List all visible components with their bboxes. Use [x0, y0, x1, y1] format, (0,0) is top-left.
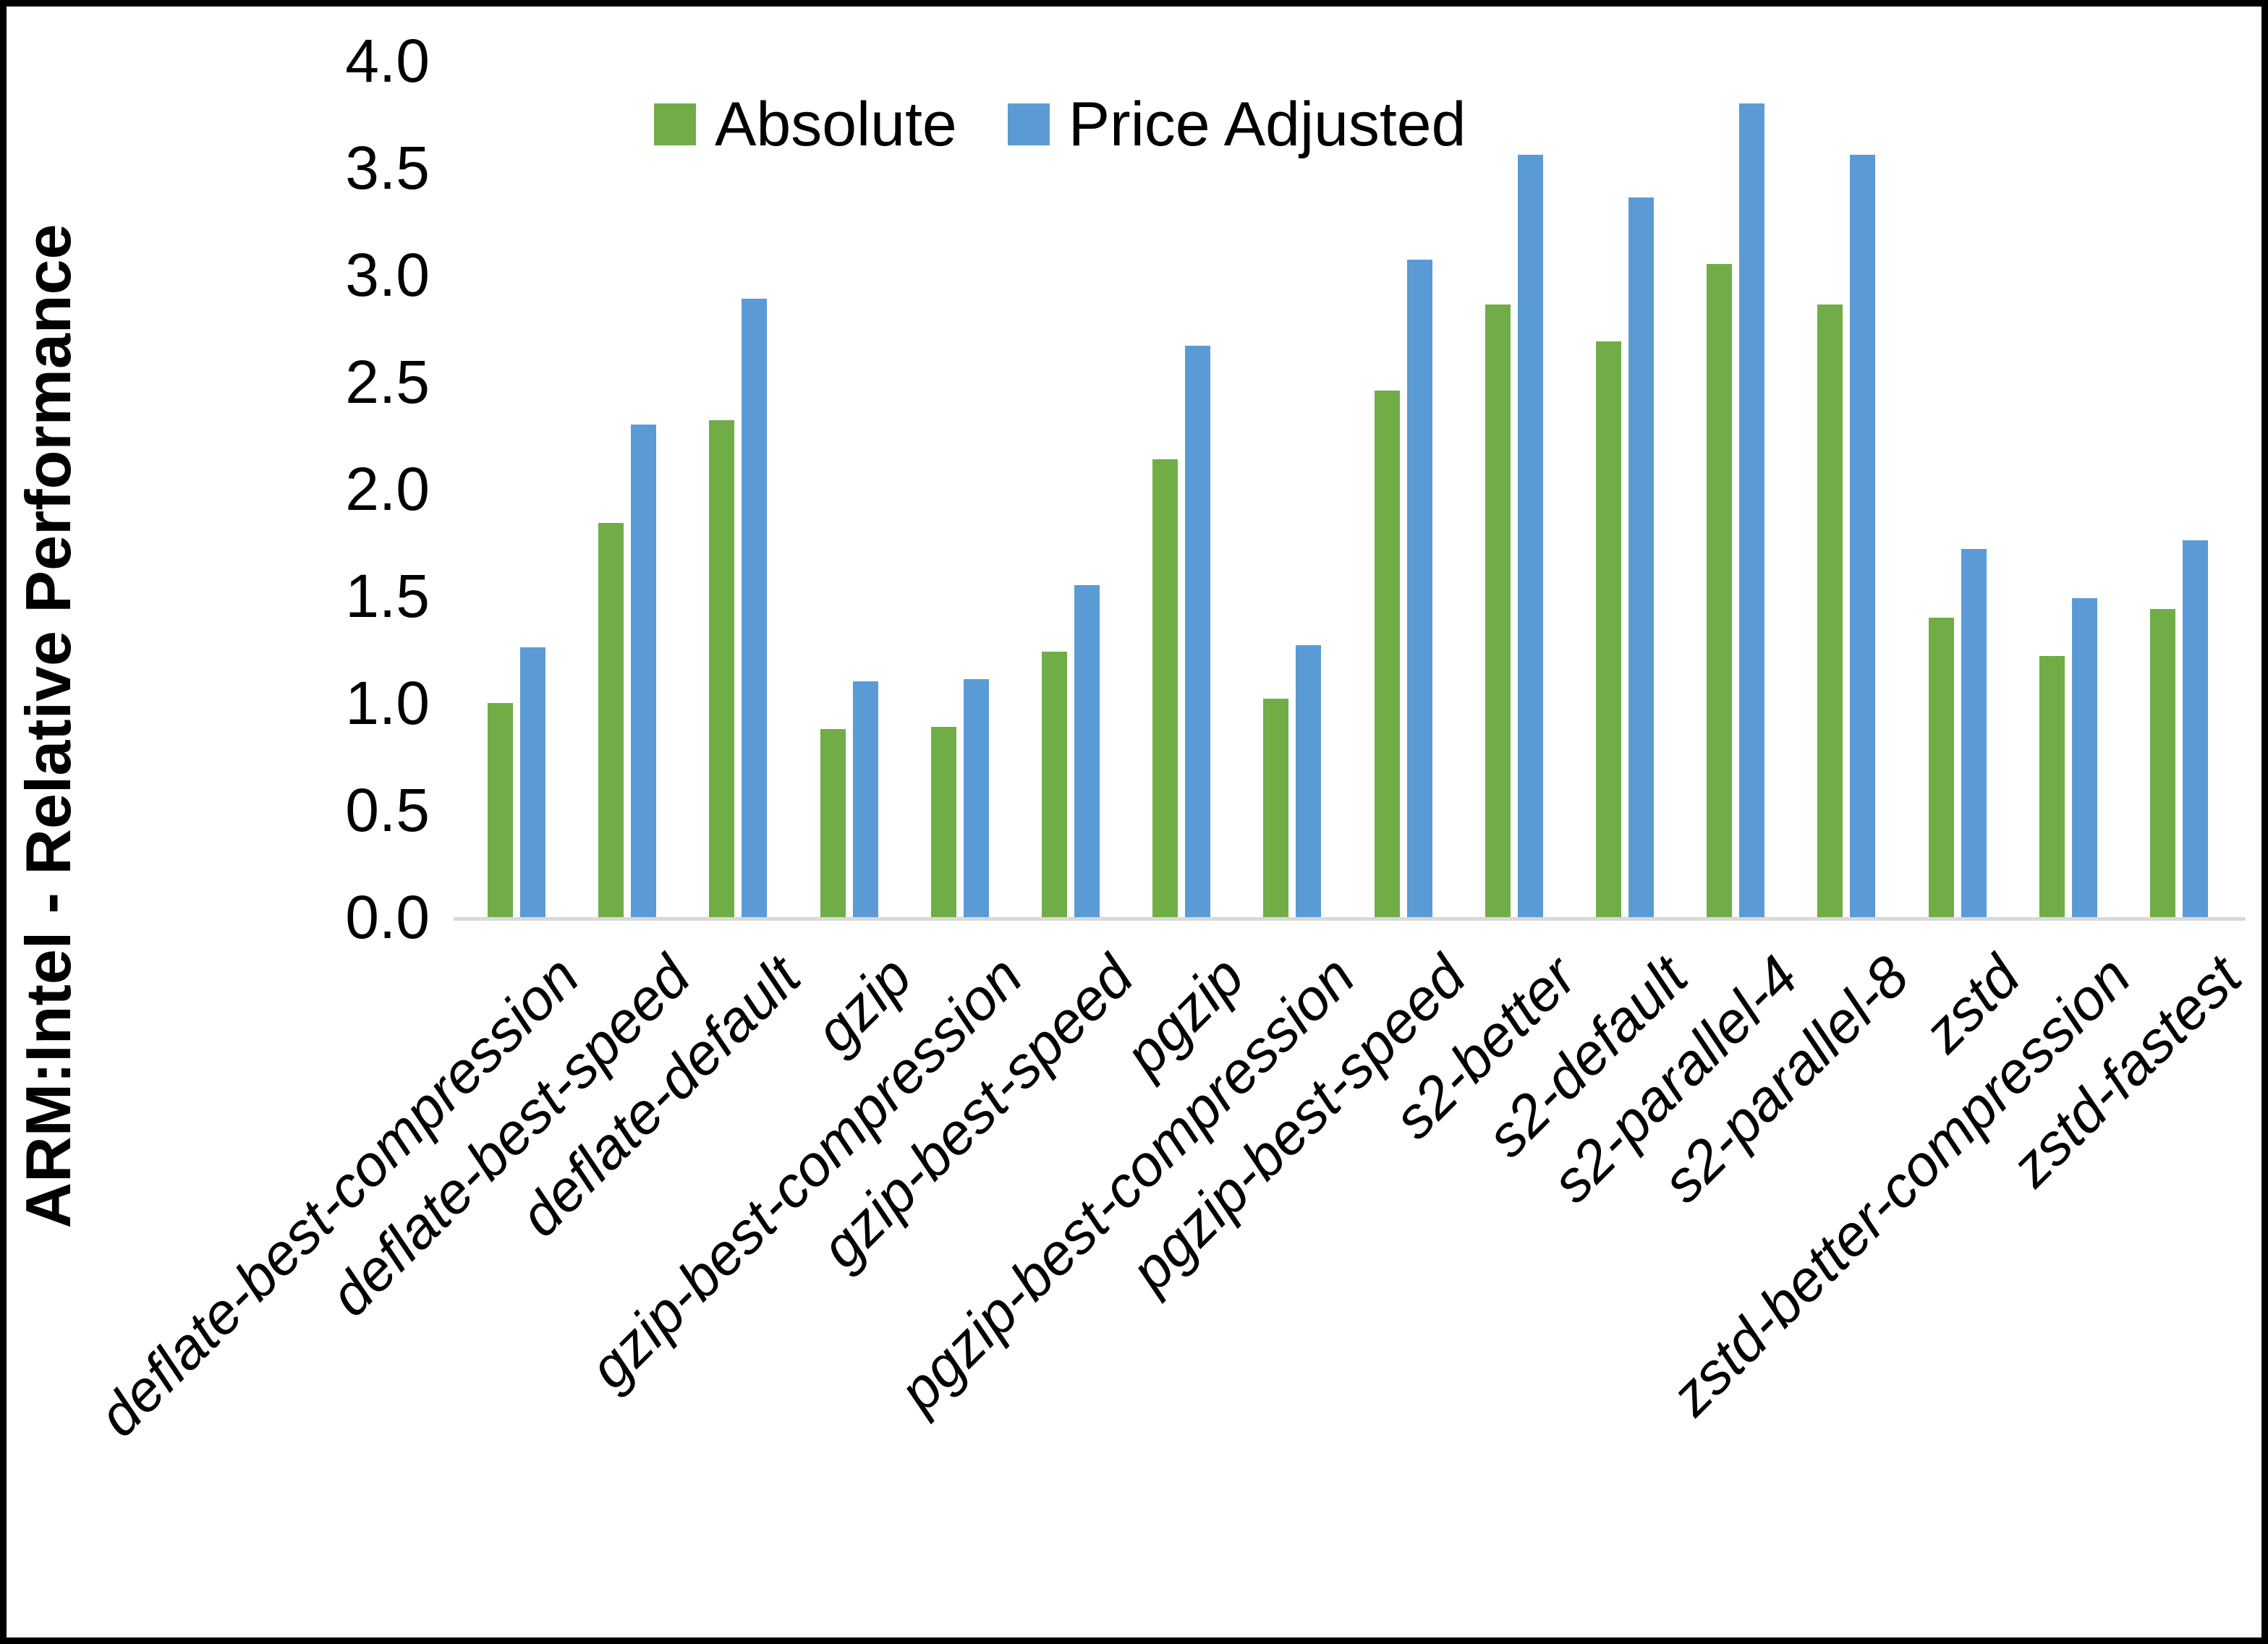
bar-absolute: [709, 420, 735, 917]
bar-absolute: [1152, 459, 1178, 917]
bar-absolute: [1042, 651, 1067, 917]
legend-label: Price Adjusted: [1068, 89, 1466, 159]
legend-item: Absolute: [654, 89, 957, 161]
y-tick-label: 4.0: [345, 27, 430, 95]
y-tick-label: 0.0: [345, 883, 430, 951]
bar-price-adjusted: [1074, 585, 1100, 917]
bar-absolute: [2150, 608, 2175, 917]
bar-price-adjusted: [1850, 155, 1876, 917]
bar-price-adjusted: [1739, 103, 1765, 917]
bar-price-adjusted: [1961, 548, 1987, 917]
bar-price-adjusted: [631, 425, 657, 917]
bar-absolute: [1596, 341, 1621, 917]
bar-absolute: [1374, 390, 1400, 917]
bar-absolute: [1817, 304, 1843, 917]
legend-item: Price Adjusted: [1007, 89, 1466, 161]
bar-price-adjusted: [963, 679, 989, 917]
bar-price-adjusted: [1185, 345, 1211, 917]
y-tick-label: 1.0: [345, 669, 430, 737]
bar-absolute: [1263, 699, 1289, 917]
bar-price-adjusted: [1517, 155, 1543, 917]
legend-swatch-icon: [654, 103, 696, 145]
bar-price-adjusted: [2071, 597, 2097, 917]
bar-absolute: [1707, 264, 1733, 917]
bar-price-adjusted: [1406, 260, 1432, 917]
bar-price-adjusted: [520, 647, 545, 917]
bar-absolute: [2039, 655, 2065, 917]
legend: Absolute Price Adjusted: [654, 85, 1466, 164]
bar-price-adjusted: [1628, 197, 1654, 917]
bar-price-adjusted: [742, 298, 768, 917]
bar-absolute: [1485, 304, 1511, 917]
bar-absolute: [488, 703, 513, 917]
x-axis-line: [454, 917, 2246, 921]
y-tick-label: 0.5: [345, 776, 430, 844]
y-tick-label: 3.0: [345, 241, 430, 309]
y-tick-label: 2.5: [345, 348, 430, 416]
bar-absolute: [598, 523, 624, 917]
y-tick-label: 2.0: [345, 455, 430, 523]
bar-price-adjusted: [2183, 540, 2208, 917]
bar-price-adjusted: [1296, 645, 1322, 917]
bar-absolute: [820, 728, 846, 917]
bar-price-adjusted: [852, 681, 878, 917]
y-tick-label: 1.5: [345, 562, 430, 630]
legend-label: Absolute: [715, 89, 957, 159]
legend-swatch-icon: [1007, 103, 1050, 145]
y-tick-label: 3.5: [345, 134, 430, 202]
bar-absolute: [930, 726, 956, 917]
bar-absolute: [1928, 617, 1954, 917]
